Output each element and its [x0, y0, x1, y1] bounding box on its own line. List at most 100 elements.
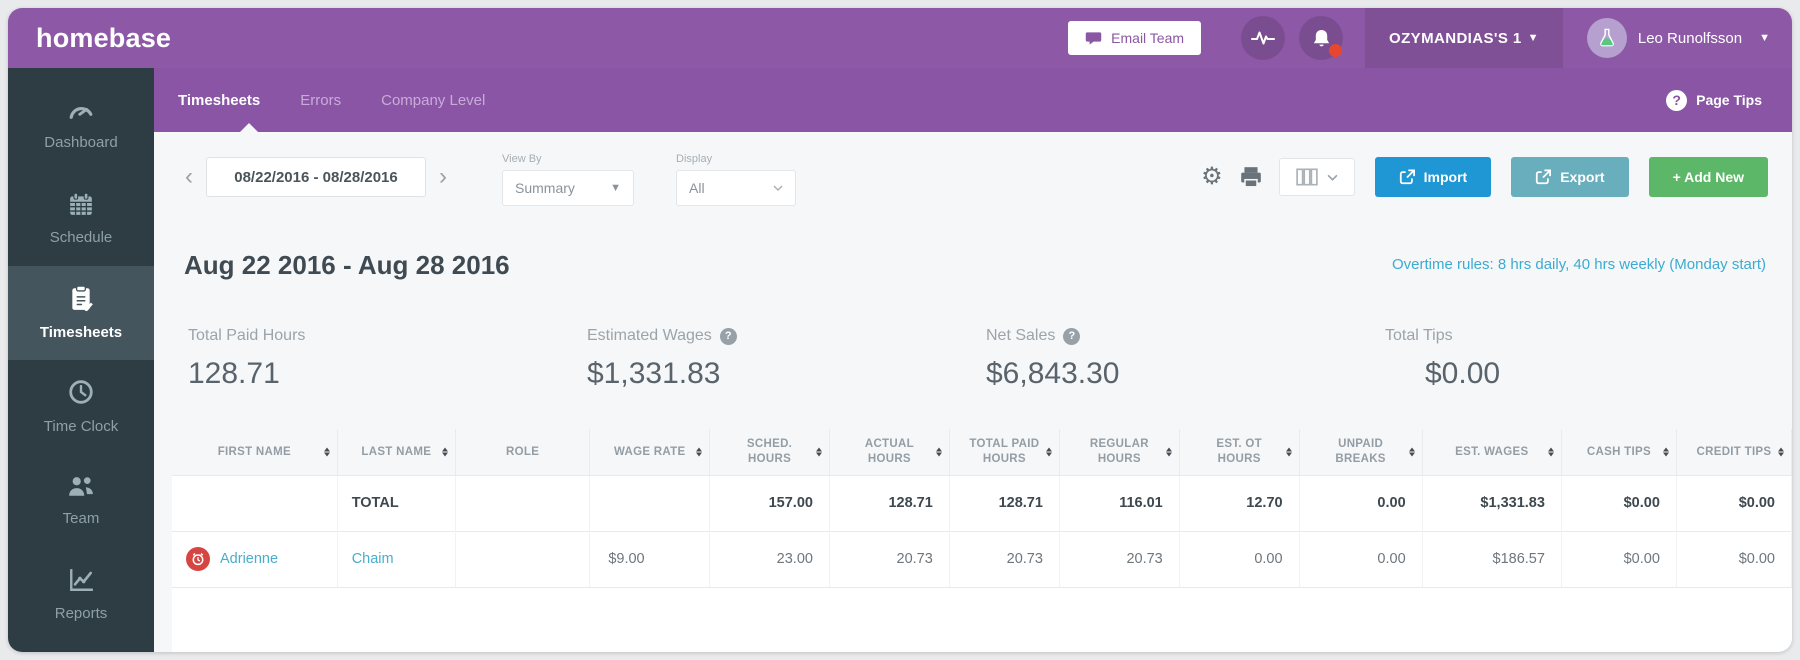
clipboard-icon	[69, 285, 93, 315]
employee-last-name-link[interactable]: Chaim	[351, 551, 394, 568]
col-unpaid-breaks[interactable]: UNPAID BREAKS	[1299, 429, 1423, 475]
sort-icon[interactable]	[1045, 447, 1052, 457]
chevron-down-icon: ▼	[1527, 32, 1539, 44]
homebase-logo[interactable]: homebase	[36, 22, 172, 53]
col-role[interactable]: ROLE	[455, 429, 591, 475]
sidebar-item-reports[interactable]: Reports	[8, 548, 154, 642]
col-est-ot-hours[interactable]: EST. OT HOURS	[1179, 429, 1300, 475]
stat-net-sales: Net Sales ? $6,843.30	[970, 327, 1369, 391]
table-row: Adrienne Chaim $9.00 23.00 20.73 20.73 2…	[172, 530, 1792, 587]
sidebar-item-timesheets[interactable]: Timesheets	[8, 266, 154, 360]
sort-icon[interactable]	[1778, 447, 1784, 457]
next-week-button[interactable]: ›	[439, 163, 447, 190]
bell-icon	[1312, 28, 1331, 49]
display-label: Display	[676, 152, 713, 165]
sort-icon[interactable]	[1547, 447, 1554, 457]
add-new-button[interactable]: + Add New	[1648, 157, 1768, 197]
col-sched-hours[interactable]: SCHED. HOURS	[709, 429, 830, 475]
cell-est-ot-hours: 0.00	[1179, 530, 1300, 587]
cell-regular-hours: 116.01	[1059, 474, 1180, 531]
sort-icon[interactable]	[323, 447, 330, 457]
col-cash-tips[interactable]: CASH TIPS	[1561, 429, 1677, 475]
activity-feed-button[interactable]	[1241, 16, 1286, 60]
stat-value: $6,843.30	[986, 357, 1120, 390]
col-actual-hours[interactable]: ACTUAL HOURS	[829, 429, 950, 475]
notifications-button[interactable]	[1299, 16, 1344, 60]
account-switcher[interactable]: OZYMANDIAS'S 1 ▼	[1365, 8, 1563, 68]
prev-week-button[interactable]: ‹	[185, 163, 193, 190]
stat-value: 128.71	[188, 357, 280, 390]
toolbar-right-cluster: ⚙ Import	[1201, 157, 1768, 197]
cell-est-ot-hours: 12.70	[1179, 474, 1300, 531]
sidebar-item-schedule[interactable]: Schedule	[8, 172, 154, 266]
sidebar-item-time-clock[interactable]: Time Clock	[8, 360, 154, 454]
user-menu[interactable]: Leo Runolfsson ▼	[1563, 18, 1792, 58]
sort-icon[interactable]	[1285, 447, 1292, 457]
tab-errors[interactable]: Errors	[300, 91, 342, 109]
sidebar-item-dashboard[interactable]: Dashboard	[8, 78, 154, 172]
cell-total-paid-hours: 128.71	[949, 474, 1060, 531]
sort-icon[interactable]	[1165, 447, 1172, 457]
account-name: OZYMANDIAS'S 1	[1389, 29, 1522, 47]
col-regular-hours[interactable]: REGULAR HOURS	[1059, 429, 1180, 475]
sort-icon[interactable]	[441, 447, 448, 457]
col-est-wages[interactable]: EST. WAGES	[1422, 429, 1562, 475]
sidebar-item-label: Schedule	[49, 229, 113, 246]
cell-est-wages: $186.57	[1422, 530, 1562, 587]
cell-credit-tips: $0.00	[1676, 530, 1792, 587]
question-mark-icon: ?	[1666, 89, 1688, 111]
print-icon[interactable]	[1239, 166, 1263, 188]
page-tips-button[interactable]: ? Page Tips	[1666, 89, 1792, 111]
cell-unpaid-breaks: 0.00	[1299, 474, 1423, 531]
sidebar-item-label: Timesheets	[39, 324, 123, 341]
help-icon[interactable]: ?	[1063, 327, 1081, 345]
view-by-value: Summary	[515, 179, 575, 196]
stat-total-paid-hours: Total Paid Hours 128.71	[172, 327, 571, 391]
employee-first-name-link[interactable]: Adrienne	[220, 551, 279, 568]
display-select[interactable]: All	[676, 169, 796, 206]
col-credit-tips[interactable]: CREDIT TIPS	[1676, 429, 1792, 475]
sort-icon[interactable]	[1408, 447, 1415, 457]
sort-icon[interactable]	[1662, 447, 1669, 457]
col-first-name[interactable]: FIRST NAME	[172, 429, 338, 475]
import-label: Import	[1423, 169, 1468, 185]
gauge-icon	[66, 99, 96, 125]
tab-timesheets[interactable]: Timesheets	[178, 91, 261, 109]
cell-last-name: Chaim	[337, 530, 456, 587]
col-last-name[interactable]: LAST NAME	[337, 429, 456, 475]
sidebar-item-team[interactable]: Team	[8, 454, 154, 548]
add-new-label: + Add New	[1672, 169, 1744, 185]
settings-gear-icon[interactable]: ⚙	[1201, 163, 1223, 190]
timecard-alert-icon[interactable]	[186, 547, 210, 572]
avatar	[1586, 18, 1627, 58]
user-name: Leo Runolfsson	[1637, 29, 1743, 47]
export-button[interactable]: Export	[1511, 157, 1629, 197]
page-tips-label: Page Tips	[1696, 92, 1762, 108]
col-wage-rate[interactable]: WAGE RATE	[589, 429, 711, 475]
col-total-paid-hours[interactable]: TOTAL PAID HOURS	[949, 429, 1060, 475]
content-area: ‹ 08/22/2016 - 08/28/2016 › View By Summ…	[154, 132, 1792, 652]
help-icon[interactable]: ?	[719, 327, 737, 345]
sort-icon[interactable]	[815, 447, 822, 457]
overtime-rules-link[interactable]: Overtime rules: 8 hrs daily, 40 hrs week…	[1391, 256, 1766, 273]
chart-icon	[68, 568, 94, 596]
tab-company-level[interactable]: Company Level	[381, 91, 486, 109]
notification-badge	[1329, 44, 1343, 57]
cell-wage-rate	[589, 474, 711, 531]
cell-first-name: Adrienne	[172, 530, 338, 587]
sort-icon[interactable]	[696, 447, 703, 457]
sort-icon[interactable]	[935, 447, 942, 457]
columns-icon	[1295, 168, 1318, 186]
stat-label: Estimated Wages	[587, 327, 712, 344]
view-by-select[interactable]: Summary ▼	[502, 169, 634, 206]
cell-cash-tips: $0.00	[1561, 530, 1677, 587]
stat-estimated-wages: Estimated Wages ? $1,331.83	[571, 327, 970, 391]
email-team-button[interactable]: Email Team	[1068, 21, 1202, 55]
import-button[interactable]: Import	[1374, 157, 1492, 197]
chevron-down-icon: ▼	[1759, 32, 1770, 44]
pulse-icon	[1251, 30, 1276, 46]
columns-toggle-button[interactable]	[1278, 158, 1355, 196]
date-range-picker[interactable]: 08/22/2016 - 08/28/2016	[206, 157, 426, 197]
sidebar-item-label: Dashboard	[44, 134, 118, 151]
email-team-label: Email Team	[1111, 30, 1185, 46]
